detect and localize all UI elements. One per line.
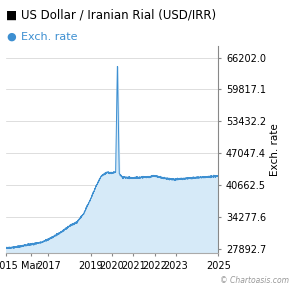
Text: US Dollar / Iranian Rial (USD/IRR): US Dollar / Iranian Rial (USD/IRR) [21,9,216,22]
Text: © Chartoasis.com: © Chartoasis.com [220,276,289,285]
Text: ■: ■ [6,9,17,22]
Text: Exch. rate: Exch. rate [21,32,77,42]
Y-axis label: Exch. rate: Exch. rate [270,123,280,176]
Text: ●: ● [6,32,16,42]
